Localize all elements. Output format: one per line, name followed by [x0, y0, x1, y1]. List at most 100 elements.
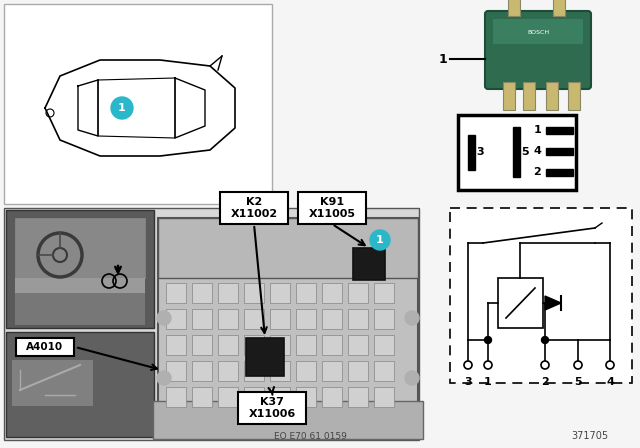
Text: K37
X11006: K37 X11006 [248, 397, 296, 419]
Bar [523, 82, 535, 110]
Bar [166, 335, 186, 355]
Bar [166, 361, 186, 381]
Bar [374, 283, 394, 303]
Bar [158, 218, 418, 278]
Circle shape [541, 361, 549, 369]
Bar [450, 208, 632, 383]
Bar [546, 148, 573, 155]
Bar [192, 361, 212, 381]
Bar [166, 387, 186, 407]
Bar [244, 361, 264, 381]
Bar [238, 392, 306, 424]
Bar [296, 387, 316, 407]
Bar [322, 309, 342, 329]
Text: 5: 5 [574, 377, 582, 387]
Bar [296, 335, 316, 355]
Bar [374, 335, 394, 355]
Circle shape [405, 371, 419, 385]
Bar [322, 387, 342, 407]
Bar [244, 283, 264, 303]
Bar [322, 283, 342, 303]
Text: 1: 1 [376, 235, 384, 245]
Text: 4: 4 [606, 377, 614, 387]
Bar [498, 278, 543, 328]
Bar [244, 309, 264, 329]
Circle shape [370, 230, 390, 250]
Text: 3: 3 [464, 377, 472, 387]
Bar [298, 192, 366, 224]
Bar [458, 115, 576, 190]
Bar [546, 169, 573, 176]
Text: K2
X11002: K2 X11002 [230, 197, 278, 219]
Polygon shape [545, 296, 561, 310]
Bar [220, 192, 288, 224]
Text: 1: 1 [118, 103, 126, 113]
FancyBboxPatch shape [485, 11, 591, 89]
Bar [546, 127, 573, 134]
Bar [15, 278, 145, 293]
Bar [348, 361, 368, 381]
Text: BOSCH: BOSCH [527, 30, 549, 34]
Text: EO E70 61 0159: EO E70 61 0159 [273, 431, 346, 440]
Bar [218, 283, 238, 303]
Bar [348, 283, 368, 303]
Circle shape [541, 336, 548, 344]
Bar [12, 360, 92, 405]
Bar [270, 309, 290, 329]
Circle shape [574, 361, 582, 369]
Bar [4, 4, 272, 204]
Bar [508, 0, 520, 16]
Circle shape [157, 371, 171, 385]
Bar [374, 309, 394, 329]
Bar [553, 0, 565, 16]
Bar [166, 309, 186, 329]
Text: A4010: A4010 [26, 342, 63, 352]
Circle shape [606, 361, 614, 369]
Text: 5: 5 [521, 147, 529, 157]
Bar [16, 338, 74, 356]
Bar [246, 338, 284, 376]
Text: 2: 2 [533, 167, 541, 177]
Bar [192, 309, 212, 329]
Bar [568, 82, 580, 110]
Bar [322, 361, 342, 381]
Bar [296, 309, 316, 329]
Bar [348, 335, 368, 355]
Bar [270, 387, 290, 407]
Bar [270, 283, 290, 303]
Bar [218, 335, 238, 355]
Bar [493, 19, 583, 44]
Bar [218, 309, 238, 329]
Text: 371705: 371705 [572, 431, 609, 441]
Circle shape [484, 336, 492, 344]
Bar [192, 387, 212, 407]
Text: K91
X11005: K91 X11005 [308, 197, 355, 219]
Circle shape [157, 311, 171, 325]
Bar [513, 127, 520, 177]
Bar [322, 335, 342, 355]
Text: 4: 4 [533, 146, 541, 156]
Bar [270, 361, 290, 381]
Text: 2: 2 [541, 377, 549, 387]
Circle shape [484, 361, 492, 369]
Bar [546, 82, 558, 110]
Bar [4, 208, 419, 440]
Bar [296, 283, 316, 303]
Bar [374, 387, 394, 407]
Bar [166, 283, 186, 303]
Bar [468, 135, 475, 170]
Bar [348, 387, 368, 407]
Text: 3: 3 [476, 147, 484, 157]
Bar [6, 210, 154, 328]
Text: 1: 1 [533, 125, 541, 135]
Bar [244, 335, 264, 355]
Bar [15, 218, 145, 278]
Bar [192, 335, 212, 355]
Bar [296, 361, 316, 381]
Bar [374, 361, 394, 381]
Bar [153, 401, 423, 439]
Bar [15, 293, 145, 325]
Bar [244, 387, 264, 407]
Text: 1: 1 [484, 377, 492, 387]
Circle shape [111, 97, 133, 119]
